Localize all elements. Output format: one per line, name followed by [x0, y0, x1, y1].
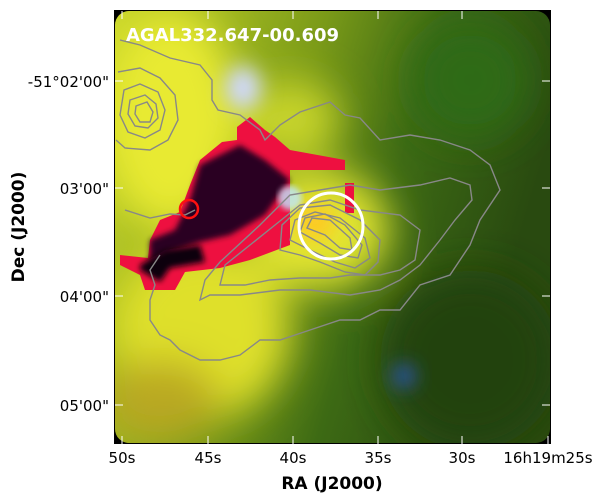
- y-tick-label: 04'00": [60, 288, 109, 306]
- x-tick-label: 50s: [109, 449, 136, 467]
- y-tick-label: -51°02'00": [28, 73, 109, 91]
- field-label: AGAL332.647-00.609: [126, 25, 339, 46]
- x-tick-label: 16h19m25s: [503, 449, 592, 467]
- x-tick-label: 30s: [449, 449, 476, 467]
- x-tick-label: 45s: [195, 449, 222, 467]
- x-tick-label: 35s: [365, 449, 392, 467]
- composite-image: [115, 11, 550, 443]
- source-circle-red: [178, 198, 200, 220]
- x-tick-labels: 50s 45s 40s 35s 30s 16h19m25s: [109, 449, 593, 467]
- source-circle-white: [297, 191, 365, 261]
- y-tick-label: 05'00": [60, 397, 109, 415]
- contours: [115, 39, 501, 361]
- y-tick-labels: -51°02'00" 03'00" 04'00" 05'00": [28, 73, 109, 415]
- x-tick-label: 40s: [280, 449, 307, 467]
- y-axis-title: Dec (J2000): [9, 172, 29, 283]
- tick-marks: [115, 11, 550, 444]
- x-axis-title: RA (J2000): [281, 474, 382, 494]
- y-tick-label: 03'00": [60, 180, 109, 198]
